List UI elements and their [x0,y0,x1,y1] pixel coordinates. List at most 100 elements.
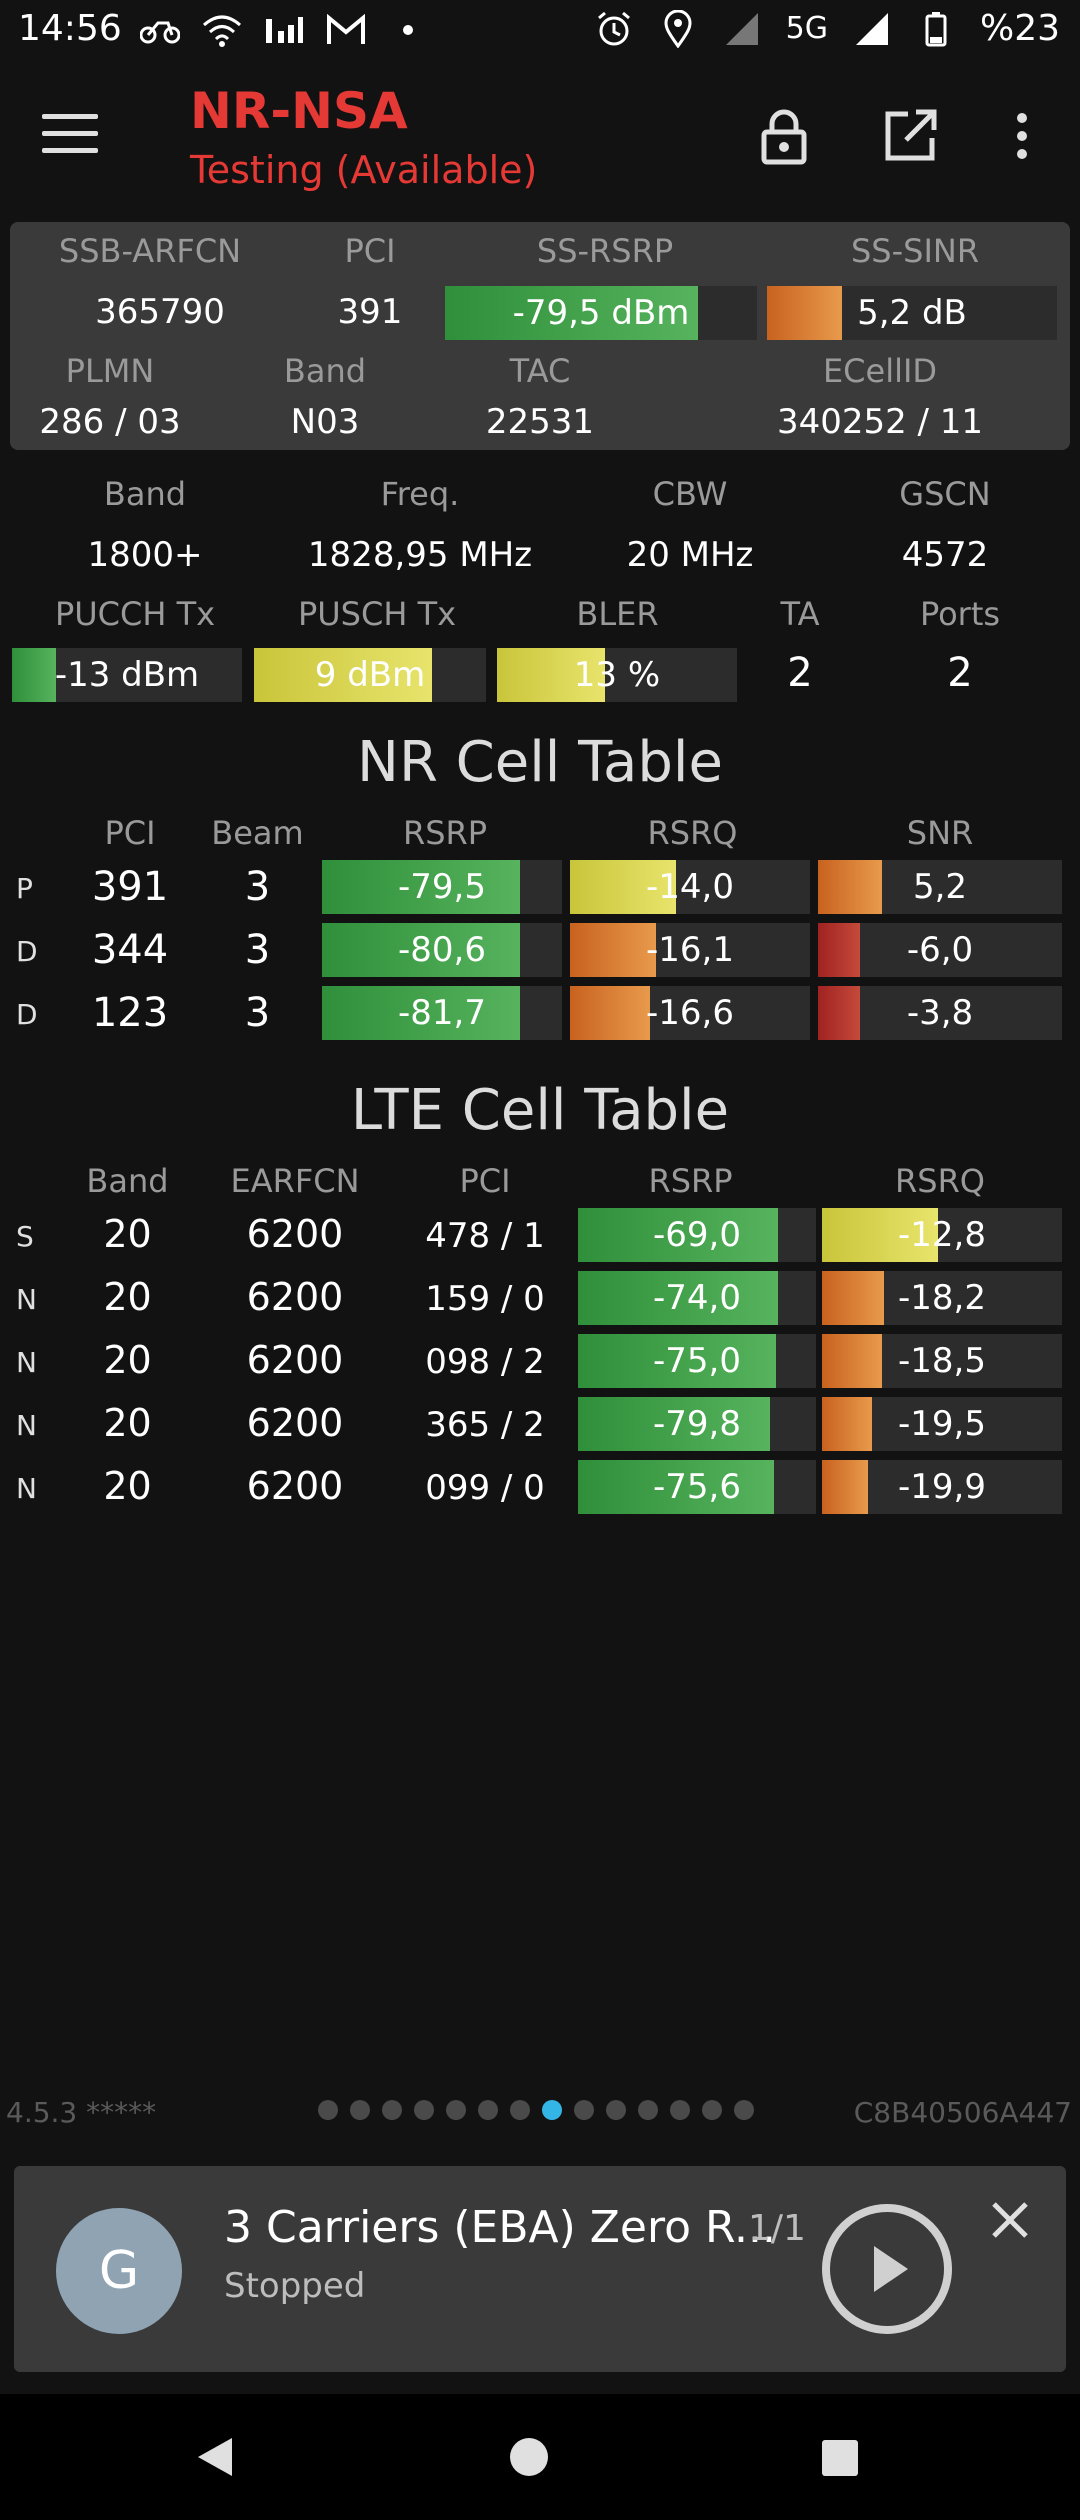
row-pci: 344 [91,927,169,973]
row-pci: 123 [91,990,169,1036]
more-vert-icon[interactable] [990,104,1054,168]
row-rsrq-bar: -18,2 [822,1271,1062,1325]
ports-value: 2 [947,650,973,696]
row-type: D [16,998,38,1031]
page-dot[interactable] [414,2100,434,2120]
cbw-value: 20 MHz [626,535,754,575]
dot-icon [388,10,428,50]
table-row: N 20 6200 098 / 2 -75,0 -18,5 [0,1334,1080,1390]
page-dot[interactable] [318,2100,338,2120]
page-dot[interactable] [478,2100,498,2120]
bler-bar: 13 % [497,648,737,702]
row-snr-bar: 5,2 [818,860,1062,914]
page-dot[interactable] [350,2100,370,2120]
close-icon[interactable] [986,2196,1034,2244]
pusch-tx-bar: 9 dBm [254,648,486,702]
hdr-freq: Freq. [380,475,460,513]
page-dot[interactable] [510,2100,530,2120]
hdr-rsrq: RSRQ [895,1162,985,1200]
hdr-ss-rsrp: SS-RSRP [536,232,674,270]
hamburger-menu-icon[interactable] [42,114,98,160]
row-snr: 5,2 [912,867,968,907]
row-rsrq: -16,1 [646,930,734,970]
row-rsrq-bar: -19,9 [822,1460,1062,1514]
hdr-bler: BLER [576,595,659,633]
lte-cell-table: Band EARFCN PCI RSRP RSRQ S 20 6200 478 … [0,1158,1080,1528]
page-dot[interactable] [446,2100,466,2120]
row-rsrq: -14,0 [646,867,734,907]
test-player-card[interactable]: G 3 Carriers (EBA) Zero R... 1/1 Stopped [14,2166,1066,2372]
ss-rsrp-value: -79,5 dBm [512,293,690,333]
row-pci: 478 / 1 [425,1216,545,1256]
back-icon[interactable] [192,2434,238,2484]
hdr-gscn: GSCN [899,475,991,513]
location-icon [658,9,698,49]
recents-icon[interactable] [820,2438,860,2482]
home-icon[interactable] [508,2436,550,2482]
hdr-beam: Beam [211,814,304,852]
player-count: 1/1 [748,2208,806,2249]
pci-value: 391 [337,292,403,332]
page-dot[interactable] [382,2100,402,2120]
5g-icon: 5G [785,11,828,46]
plmn-value: 286 / 03 [39,402,181,442]
row-beam: 3 [244,927,271,973]
row-beam: 3 [244,990,271,1036]
lock-icon[interactable] [752,104,816,168]
row-snr-bar: -3,8 [818,986,1062,1040]
page-subtitle: Testing (Available) [190,148,538,192]
row-type: N [16,1409,37,1442]
page-dot[interactable] [542,2100,562,2120]
wifi-icon [202,10,242,50]
row-rsrp: -75,0 [653,1341,741,1381]
page-dot[interactable] [670,2100,690,2120]
battery-percent: %23 [979,8,1060,49]
play-button[interactable] [822,2204,952,2334]
page-dot[interactable] [638,2100,658,2120]
play-icon [874,2246,908,2292]
row-type: N [16,1283,37,1316]
hdr-pci: PCI [344,232,396,270]
row-type: D [16,935,38,968]
hdr-rsrp: RSRP [648,1162,733,1200]
row-rsrq: -19,9 [898,1467,986,1507]
alarm-icon [594,9,634,49]
page-dot[interactable] [734,2100,754,2120]
status-left-icons [140,10,428,50]
row-pci: 365 / 2 [425,1405,545,1445]
tac-value: 22531 [485,402,595,442]
page-indicator[interactable] [318,2100,754,2120]
hdr-ta: TA [780,595,820,633]
app-version: 4.5.3 ***** [6,2096,157,2129]
hdr-band: Band [103,475,187,513]
open-external-icon[interactable] [878,104,942,168]
row-earfcn: 6200 [246,1275,344,1319]
page-dot[interactable] [574,2100,594,2120]
pucch-tx-bar: -13 dBm [12,648,242,702]
row-earfcn: 6200 [246,1212,344,1256]
nr-cell-table-title: NR Cell Table [357,730,723,795]
row-earfcn: 6200 [246,1401,344,1445]
row-rsrp: -69,0 [653,1215,741,1255]
table-row: S 20 6200 478 / 1 -69,0 -12,8 [0,1208,1080,1264]
row-beam: 3 [244,864,271,910]
ecellid-value: 340252 / 11 [776,402,984,442]
status-bar: 14:56 5G %23 [0,0,1080,62]
row-rsrp: -79,5 [398,867,486,907]
page-title: NR-NSA [190,82,408,140]
row-rsrq-bar: -16,6 [570,986,810,1040]
table-row: N 20 6200 099 / 0 -75,6 -19,9 [0,1460,1080,1516]
page-dot[interactable] [606,2100,626,2120]
page-dot[interactable] [702,2100,722,2120]
row-band: 20 [103,1338,152,1382]
row-rsrp: -74,0 [653,1278,741,1318]
row-snr: -6,0 [906,930,974,970]
row-pci: 099 / 0 [425,1468,545,1508]
row-rsrp-bar: -80,6 [322,923,562,977]
row-type: S [16,1220,34,1253]
row-band: 20 [103,1212,152,1256]
status-time: 14:56 [18,8,122,49]
lte-cell-table-title: LTE Cell Table [350,1078,730,1143]
avatar: G [56,2208,182,2334]
row-rsrq-bar: -12,8 [822,1208,1062,1262]
